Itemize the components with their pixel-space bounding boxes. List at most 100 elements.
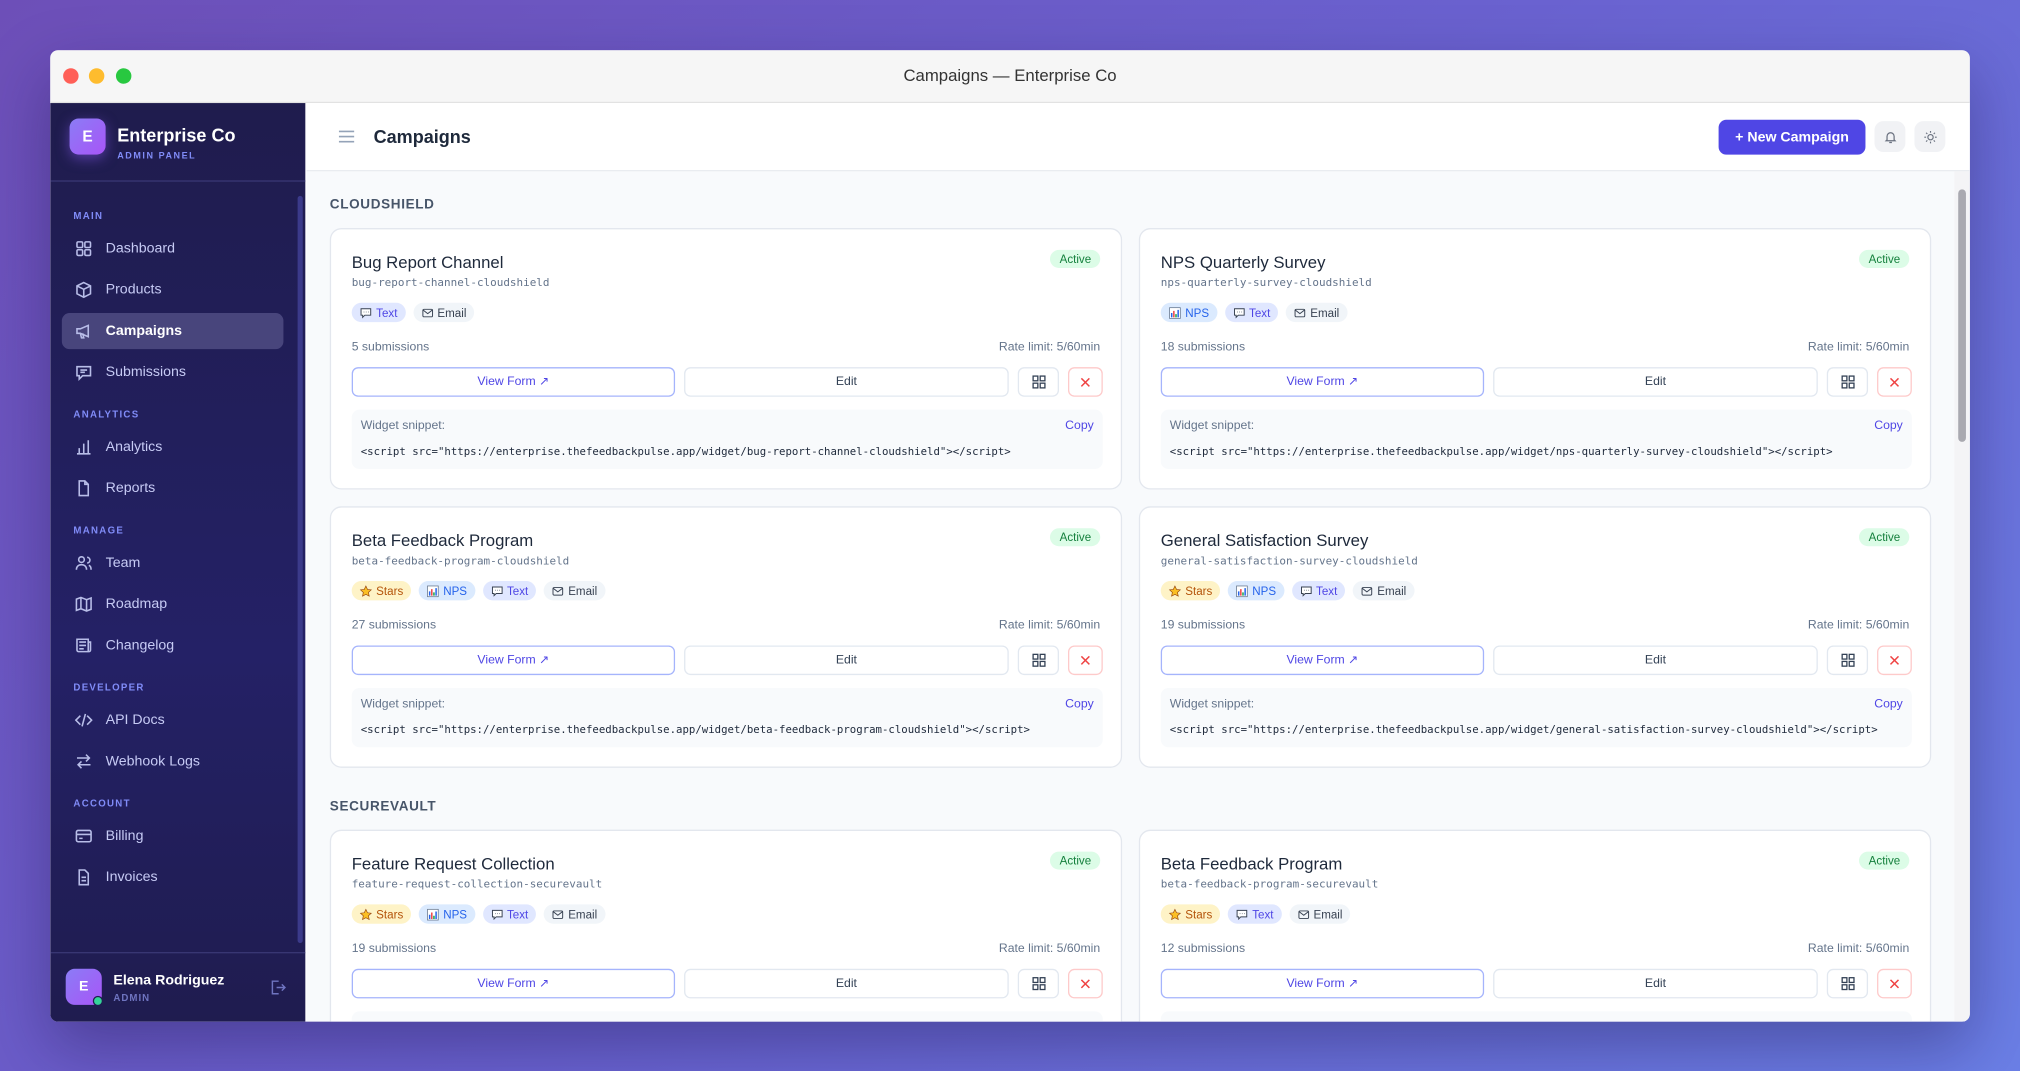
brand-logo: E xyxy=(69,118,106,155)
notifications-button[interactable] xyxy=(1874,121,1906,153)
feedback-types: Stars NPS Text Email xyxy=(1160,581,1414,601)
tag-stars: Stars xyxy=(351,581,411,601)
tag-text: Text xyxy=(1291,581,1346,601)
rate-limit: Rate limit: 5/60min xyxy=(1807,340,1910,355)
new-campaign-button[interactable]: + New Campaign xyxy=(1718,119,1866,155)
edit-button[interactable]: Edit xyxy=(1493,367,1818,397)
copy-button[interactable]: Copy xyxy=(1874,1020,1903,1021)
copy-button[interactable]: Copy xyxy=(1065,696,1094,712)
submission-count: 19 submissions xyxy=(1160,618,1246,633)
qr-code-button[interactable] xyxy=(1826,645,1869,676)
sidebar-item-dashboard[interactable]: Dashboard xyxy=(62,231,284,267)
close-window-button[interactable] xyxy=(63,68,79,84)
snippet-label: Widget snippet: xyxy=(360,696,446,712)
snippet-code: <script src="https://enterprise.thefeedb… xyxy=(1169,444,1833,458)
view-form-button[interactable]: View Form ↗ xyxy=(1160,645,1485,676)
sidebar-item-submissions[interactable]: Submissions xyxy=(62,354,284,390)
delete-button[interactable]: ✕ xyxy=(1877,645,1912,676)
sidebar-scrollbar[interactable] xyxy=(297,195,303,944)
campaign-slug: bug-report-channel-cloudshield xyxy=(351,276,550,290)
copy-button[interactable]: Copy xyxy=(1874,696,1903,712)
delete-button[interactable]: ✕ xyxy=(1877,367,1912,397)
tag-label: NPS xyxy=(1252,584,1277,598)
tag-label: Email xyxy=(437,305,467,319)
text-icon xyxy=(491,909,502,920)
sidebar-item-analytics[interactable]: Analytics xyxy=(62,429,284,465)
sidebar-item-reports[interactable]: Reports xyxy=(62,470,284,506)
main-scrollbar[interactable] xyxy=(1954,171,1970,1022)
submission-count: 12 submissions xyxy=(1160,941,1246,956)
edit-button[interactable]: Edit xyxy=(1493,968,1818,999)
view-form-button[interactable]: View Form ↗ xyxy=(1160,968,1485,999)
qr-code-button[interactable] xyxy=(1017,645,1059,676)
nps-icon xyxy=(1169,306,1181,319)
code-icon xyxy=(74,713,93,727)
copy-button[interactable]: Copy xyxy=(1065,418,1094,433)
sidebar-item-billing[interactable]: Billing xyxy=(62,818,284,854)
maximize-window-button[interactable] xyxy=(115,68,132,84)
delete-button[interactable]: ✕ xyxy=(1068,645,1103,676)
delete-button[interactable]: ✕ xyxy=(1068,968,1103,999)
campaign-card: Beta Feedback Program beta-feedback-progr… xyxy=(1138,829,1932,1022)
sidebar-item-webhook-logs[interactable]: Webhook Logs xyxy=(62,743,284,779)
sidebar-item-api-docs[interactable]: API Docs xyxy=(62,702,284,738)
edit-button[interactable]: Edit xyxy=(1493,645,1818,676)
logout-icon[interactable] xyxy=(269,979,286,996)
qr-code-button[interactable] xyxy=(1017,367,1059,397)
text-icon xyxy=(1233,307,1245,318)
edit-button[interactable]: Edit xyxy=(684,968,1009,999)
sidebar-item-label: Team xyxy=(105,555,141,571)
qr-code-button[interactable] xyxy=(1826,367,1869,397)
theme-toggle-button[interactable] xyxy=(1914,121,1946,153)
widget-snippet: Widget snippet:Copy<script src="https://… xyxy=(1160,1011,1912,1022)
sidebar: E Enterprise Co ADMIN PANEL MAIN Dashboar… xyxy=(50,103,306,1022)
sidebar-item-label: Campaigns xyxy=(105,323,183,339)
tag-text: Text xyxy=(482,904,536,924)
tag-nps: NPS xyxy=(1160,302,1217,323)
scrollbar-thumb[interactable] xyxy=(1958,189,1966,442)
widget-snippet: Widget snippet:Copy<script src="https://… xyxy=(1160,687,1912,748)
copy-button[interactable]: Copy xyxy=(1065,1020,1094,1021)
view-form-button[interactable]: View Form ↗ xyxy=(351,645,676,676)
group-label: CLOUDSHIELD xyxy=(329,197,435,213)
snippet-code: <script src="https://enterprise.thefeedb… xyxy=(360,722,1030,736)
minimize-window-button[interactable] xyxy=(88,68,105,84)
campaign-slug: nps-quarterly-survey-cloudshield xyxy=(1160,276,1372,290)
tag-email: Email xyxy=(543,581,605,601)
tag-email: Email xyxy=(1285,302,1347,323)
nav-section-label: ANALYTICS xyxy=(73,408,140,420)
sidebar-item-team[interactable]: Team xyxy=(62,545,284,581)
sidebar-item-invoices[interactable]: Invoices xyxy=(62,859,284,895)
user-role: ADMIN xyxy=(113,991,151,1004)
delete-button[interactable]: ✕ xyxy=(1068,367,1103,397)
view-form-button[interactable]: View Form ↗ xyxy=(351,968,676,999)
status-badge: Active xyxy=(1859,851,1910,870)
delete-button[interactable]: ✕ xyxy=(1877,968,1912,999)
sidebar-item-products[interactable]: Products xyxy=(62,272,284,308)
campaign-title: NPS Quarterly Survey xyxy=(1160,252,1326,272)
qr-code-button[interactable] xyxy=(1826,968,1869,999)
qr-code-button[interactable] xyxy=(1017,968,1059,999)
sidebar-item-changelog[interactable]: Changelog xyxy=(62,627,284,663)
group-label: SECUREVAULT xyxy=(329,798,437,815)
map-icon xyxy=(75,596,92,612)
feedback-types: Stars NPS Text Email xyxy=(351,904,605,924)
edit-button[interactable]: Edit xyxy=(684,645,1009,676)
view-form-button[interactable]: View Form ↗ xyxy=(351,367,676,397)
edit-button[interactable]: Edit xyxy=(684,367,1009,397)
newspaper-icon xyxy=(76,638,92,653)
user-avatar[interactable]: E xyxy=(65,968,102,1005)
credit-card-icon xyxy=(75,829,92,843)
feedback-types: NPS Text Email xyxy=(1160,302,1347,323)
tag-label: Email xyxy=(568,907,598,921)
nps-icon xyxy=(427,584,439,597)
sidebar-item-campaigns[interactable]: Campaigns xyxy=(61,313,284,350)
copy-button[interactable]: Copy xyxy=(1874,418,1903,433)
campaign-slug: beta-feedback-program-securevault xyxy=(1160,878,1379,892)
submission-count: 19 submissions xyxy=(351,941,437,956)
feedback-types: Stars NPS Text Email xyxy=(351,581,605,601)
menu-icon[interactable] xyxy=(338,130,355,143)
sidebar-item-roadmap[interactable]: Roadmap xyxy=(62,586,284,622)
view-form-button[interactable]: View Form ↗ xyxy=(1160,367,1485,397)
users-icon xyxy=(75,555,92,570)
